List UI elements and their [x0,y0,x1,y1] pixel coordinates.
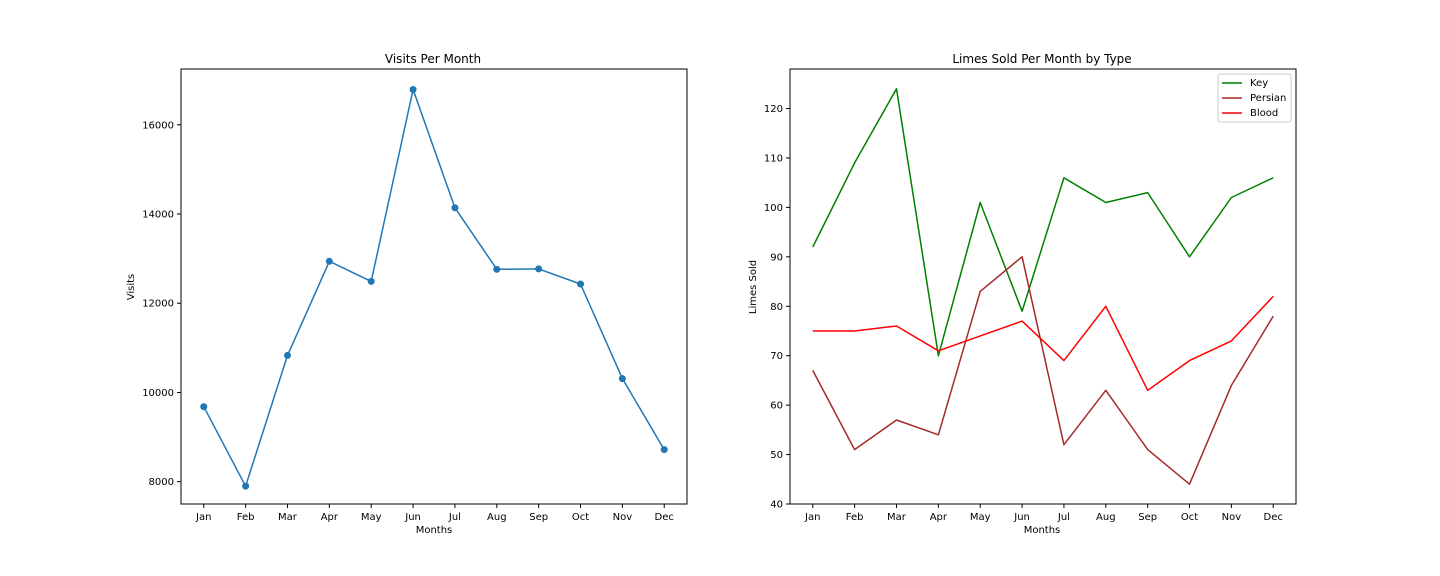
y-tick-label: 10000 [142,388,174,399]
y-tick-label: 12000 [142,299,174,310]
x-tick-label: May [361,512,382,523]
x-tick-label: Oct [572,512,589,523]
visits-chart: Visits Per Month Jan Feb Mar Apr May Jun Jul Au… [126,52,688,536]
x-tick-label: Nov [1222,512,1242,523]
data-point [367,277,375,285]
data-point [577,280,585,288]
x-tick-label: Jan [804,512,820,523]
data-point [325,257,333,265]
y-tick-label: 100 [764,203,783,214]
data-point [283,351,291,359]
data-point [493,265,501,273]
legend-label-key: Key [1250,78,1268,89]
y-tick-label: 110 [764,153,783,164]
plot-marks: Jan Feb Mar Apr May Jun Jul Aug Sep Oct Nov Dec 40 50… [764,88,1283,523]
plot-marks: Jan Feb Mar Apr May Jun Jul Aug Sep Oct Nov Dec 8000… [142,86,674,523]
x-tick-label: Dec [655,512,674,523]
limes-chart: Limes Sold Per Month by Type Jan Feb Mar Ap… [748,52,1297,536]
x-tick-label: Feb [237,512,255,523]
data-point [535,265,543,273]
legend: Key Persian Blood [1217,73,1292,123]
data-point [200,403,208,411]
x-tick-label: Mar [887,512,907,523]
chart-title: Limes Sold Per Month by Type [952,52,1131,66]
legend-label-persian: Persian [1250,93,1286,104]
x-axis-label: Months [416,525,453,536]
x-tick-label: Aug [1096,512,1116,523]
y-tick-label: 14000 [142,210,174,221]
data-point [409,86,417,94]
x-tick-label: Apr [930,512,948,523]
y-axis-label: Visits [126,274,137,301]
y-tick-label: 40 [770,500,783,511]
x-tick-label: Aug [487,512,507,523]
y-tick-label: 90 [770,252,783,263]
series-line-key [812,88,1274,357]
x-tick-label: Feb [846,512,864,523]
x-tick-label: Oct [1181,512,1198,523]
x-tick-label: May [970,512,991,523]
legend-frame [1217,73,1292,123]
y-tick-label: 120 [764,104,783,115]
data-point [618,375,626,383]
x-axis-label: Months [1024,525,1061,536]
y-tick-label: 70 [770,351,783,362]
x-tick-label: Apr [321,512,339,523]
y-tick-label: 16000 [142,120,174,131]
x-tick-label: Jan [195,512,211,523]
y-axis-label: Limes Sold [748,260,759,314]
x-tick-label: Jun [404,512,421,523]
x-tick-label: Jul [448,512,461,523]
x-tick-label: Sep [529,512,548,523]
chart-title: Visits Per Month [385,52,481,66]
y-tick-label: 8000 [149,477,174,488]
data-point [242,482,250,490]
series-line [203,88,665,487]
data-point [660,446,668,454]
plot-frame [180,68,688,505]
x-tick-label: Sep [1138,512,1157,523]
x-tick-label: Jun [1013,512,1030,523]
data-point [451,204,459,212]
y-tick-label: 50 [770,450,783,461]
y-tick-label: 80 [770,302,783,313]
x-tick-label: Dec [1264,512,1283,523]
x-tick-label: Mar [278,512,298,523]
legend-label-blood: Blood [1250,108,1278,119]
plot-frame [789,68,1297,505]
x-tick-label: Jul [1057,512,1070,523]
series-line-blood [812,295,1274,392]
y-tick-label: 60 [770,401,783,412]
x-tick-label: Nov [613,512,633,523]
series-line-persian [812,256,1274,485]
